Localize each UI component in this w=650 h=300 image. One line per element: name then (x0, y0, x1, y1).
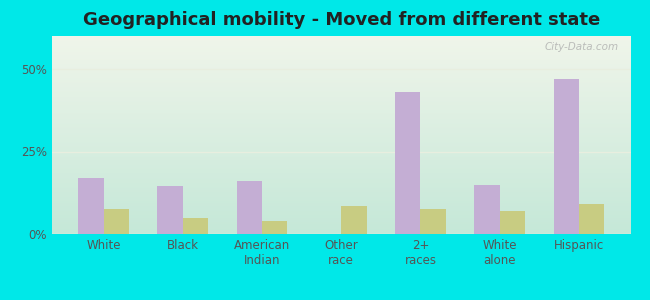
Bar (341, 206, 367, 234)
Bar (183, 218, 208, 234)
Bar (157, 186, 183, 234)
Text: City-Data.com: City-Data.com (545, 42, 619, 52)
Bar (103, 209, 129, 234)
Bar (579, 204, 604, 234)
Bar (421, 209, 446, 234)
Title: Geographical mobility - Moved from different state: Geographical mobility - Moved from diffe… (83, 11, 600, 29)
Bar (237, 181, 262, 234)
Bar (554, 79, 579, 234)
Bar (395, 92, 421, 234)
Bar (262, 221, 287, 234)
Bar (78, 178, 103, 234)
Bar (500, 211, 525, 234)
Bar (474, 184, 500, 234)
